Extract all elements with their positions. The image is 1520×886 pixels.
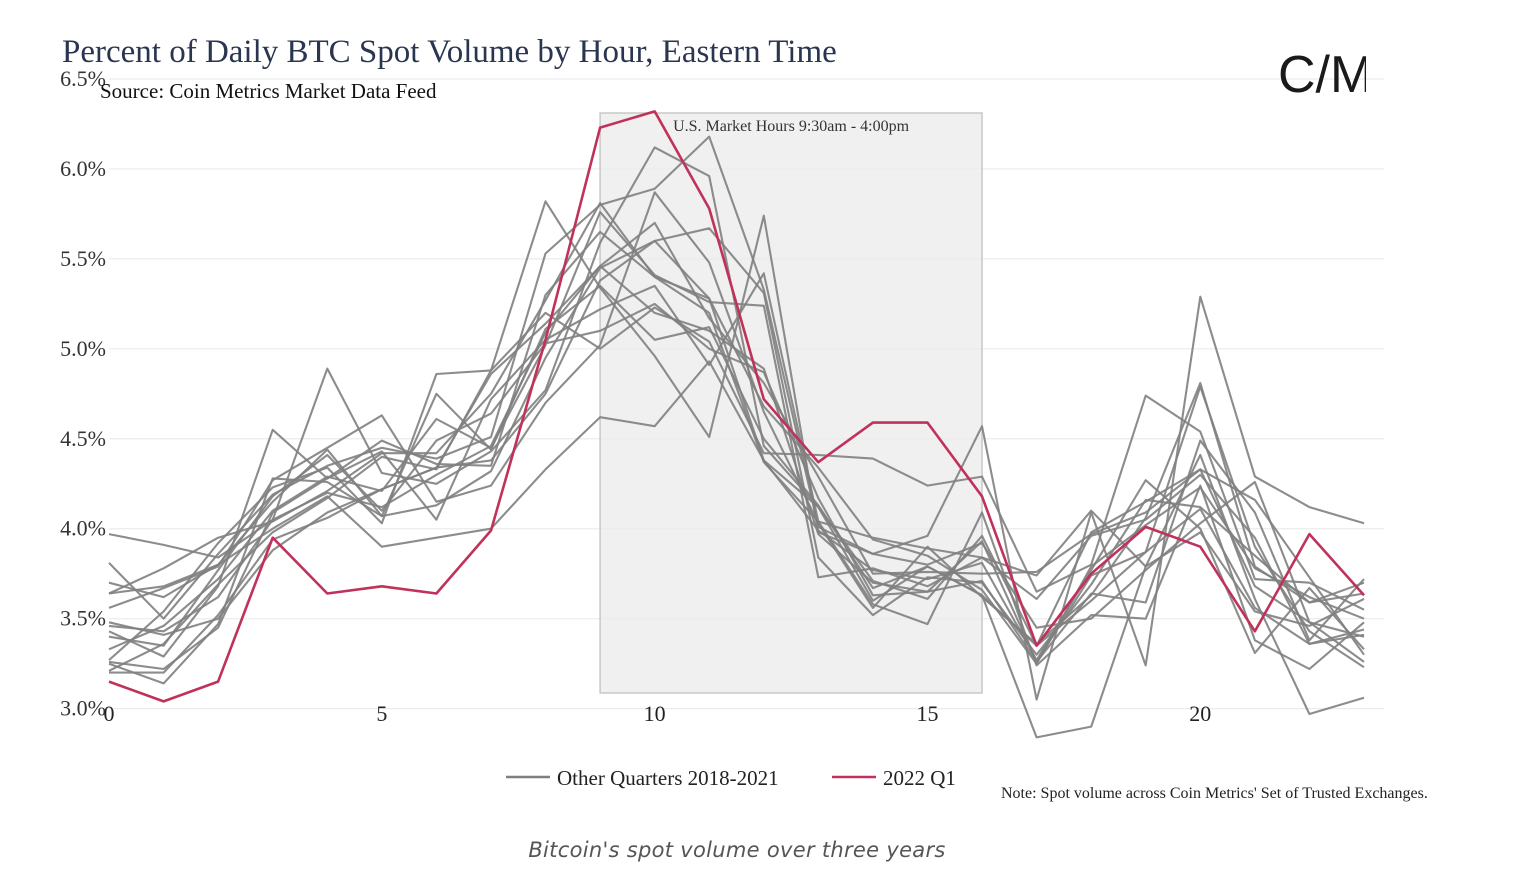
axis-ticks: 3.0% 3.5% 4.0% 4.5% 5.0% 5.5% 6.0% 6.5% 0 5 10 15 20 <box>60 66 1211 726</box>
y-tick-label: 4.0% <box>60 516 106 541</box>
chart-note: Note: Spot volume across Coin Metrics' S… <box>1001 785 1428 802</box>
series-line-other-quarter-10 <box>108 227 1365 685</box>
series-lines <box>108 110 1365 739</box>
series-line-other-quarter-5 <box>109 239 1365 674</box>
y-tick-label: 6.0% <box>60 156 106 181</box>
series-line-other-quarter-7 <box>108 230 1365 671</box>
image-caption: Bitcoin's spot volume over three years <box>528 838 946 862</box>
series-line-other-quarter-15 <box>108 360 1365 647</box>
y-tick-label: 3.5% <box>60 606 106 631</box>
legend: Other Quarters 2018-2021 2022 Q1 <box>506 766 956 790</box>
market-hours-shade <box>599 112 983 694</box>
x-tick-label: 5 <box>376 701 387 726</box>
series-line-other-quarter-16 <box>108 191 1365 645</box>
market-hours-label: U.S. Market Hours 9:30am - 4:00pm <box>673 118 910 135</box>
y-tick-label: 4.5% <box>60 426 106 451</box>
market-hours-region: U.S. Market Hours 9:30am - 4:00pm <box>599 112 983 694</box>
series-line-other-quarter-11 <box>108 146 1365 739</box>
series-line-other-quarter-13 <box>108 306 1365 661</box>
y-tick-label: 3.0% <box>60 696 106 721</box>
y-tick-label: 5.5% <box>60 246 106 271</box>
coin-metrics-logo: C/M <box>1278 46 1366 98</box>
series-line-other-quarter-9 <box>108 302 1365 669</box>
y-tick-label: 6.5% <box>60 66 106 91</box>
x-tick-label: 0 <box>104 701 115 726</box>
x-tick-label: 15 <box>916 701 938 726</box>
y-tick-label: 5.0% <box>60 336 106 361</box>
series-line-other-quarter-4 <box>108 265 1365 663</box>
x-tick-label: 10 <box>644 701 666 726</box>
legend-label-other: Other Quarters 2018-2021 <box>557 766 779 790</box>
x-tick-label: 20 <box>1189 701 1211 726</box>
chart-title: Percent of Daily BTC Spot Volume by Hour… <box>62 34 837 70</box>
chart-subtitle: Source: Coin Metrics Market Data Feed <box>100 79 437 103</box>
legend-label-q1: 2022 Q1 <box>883 766 956 790</box>
logo-text: C/M <box>1278 46 1366 98</box>
series-line-other-quarter-14 <box>108 202 1365 662</box>
series-line-other-quarter-12 <box>108 200 1365 701</box>
series-line-2022-q1 <box>108 110 1365 703</box>
